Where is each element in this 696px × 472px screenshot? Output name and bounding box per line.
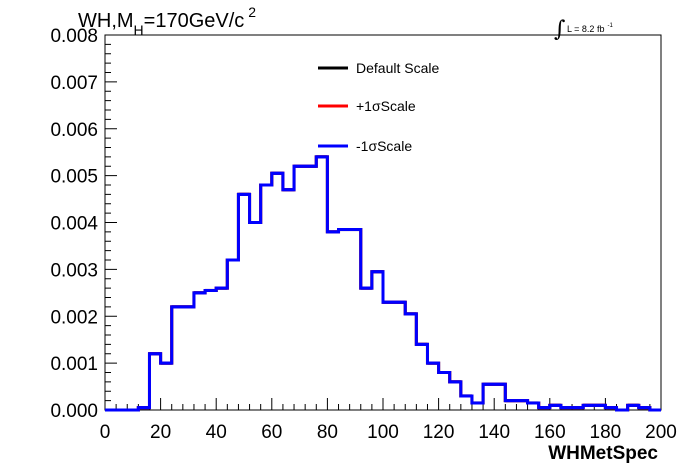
legend-label: -1σScale bbox=[356, 138, 412, 154]
x-tick-label: 60 bbox=[261, 422, 282, 443]
x-tick-label: 100 bbox=[367, 422, 399, 443]
x-tick-label: 0 bbox=[100, 422, 111, 443]
y-tick-label: 0.000 bbox=[50, 401, 98, 422]
y-tick-label: 0.002 bbox=[50, 307, 98, 328]
x-tick-label: 20 bbox=[150, 422, 171, 443]
x-tick-labels: 0 20 40 60 80 100 120 140 160 180 200 bbox=[100, 422, 677, 443]
chart-title: WH,MH=170GeV/c 2 bbox=[78, 4, 256, 38]
y-tick-label: 0.007 bbox=[50, 73, 98, 94]
x-axis-title: WHMetSpec bbox=[548, 443, 658, 464]
series-3-1-scale bbox=[105, 155, 661, 412]
x-tick-label: 40 bbox=[206, 422, 227, 443]
luminosity-label: L = 8.2 fb -1 bbox=[567, 23, 613, 34]
x-tick-label: 160 bbox=[534, 422, 566, 443]
y-tick-label: 0.008 bbox=[50, 26, 98, 47]
legend-label: Default Scale bbox=[356, 60, 439, 76]
x-tick-label: 180 bbox=[590, 422, 622, 443]
y-tick-label: 0.005 bbox=[50, 167, 98, 188]
y-tick-label: 0.003 bbox=[50, 260, 98, 281]
x-tick-label: 80 bbox=[317, 422, 338, 443]
legend-label: +1σScale bbox=[356, 98, 416, 114]
x-tick-label: 140 bbox=[478, 422, 510, 443]
luminosity-integral-sign: ∫ bbox=[554, 17, 566, 42]
series-group bbox=[105, 155, 661, 412]
y-tick-label: 0.001 bbox=[50, 354, 98, 375]
y-tick-label: 0.006 bbox=[50, 120, 98, 141]
legend: Default Scale +1σScale -1σScale bbox=[318, 60, 439, 154]
x-tick-label: 120 bbox=[423, 422, 455, 443]
y-tick-labels: 0.000 0.001 0.002 0.003 0.004 0.005 0.006 0.007… bbox=[50, 26, 98, 422]
x-tick-label: 200 bbox=[645, 422, 677, 443]
y-tick-label: 0.004 bbox=[50, 214, 98, 235]
